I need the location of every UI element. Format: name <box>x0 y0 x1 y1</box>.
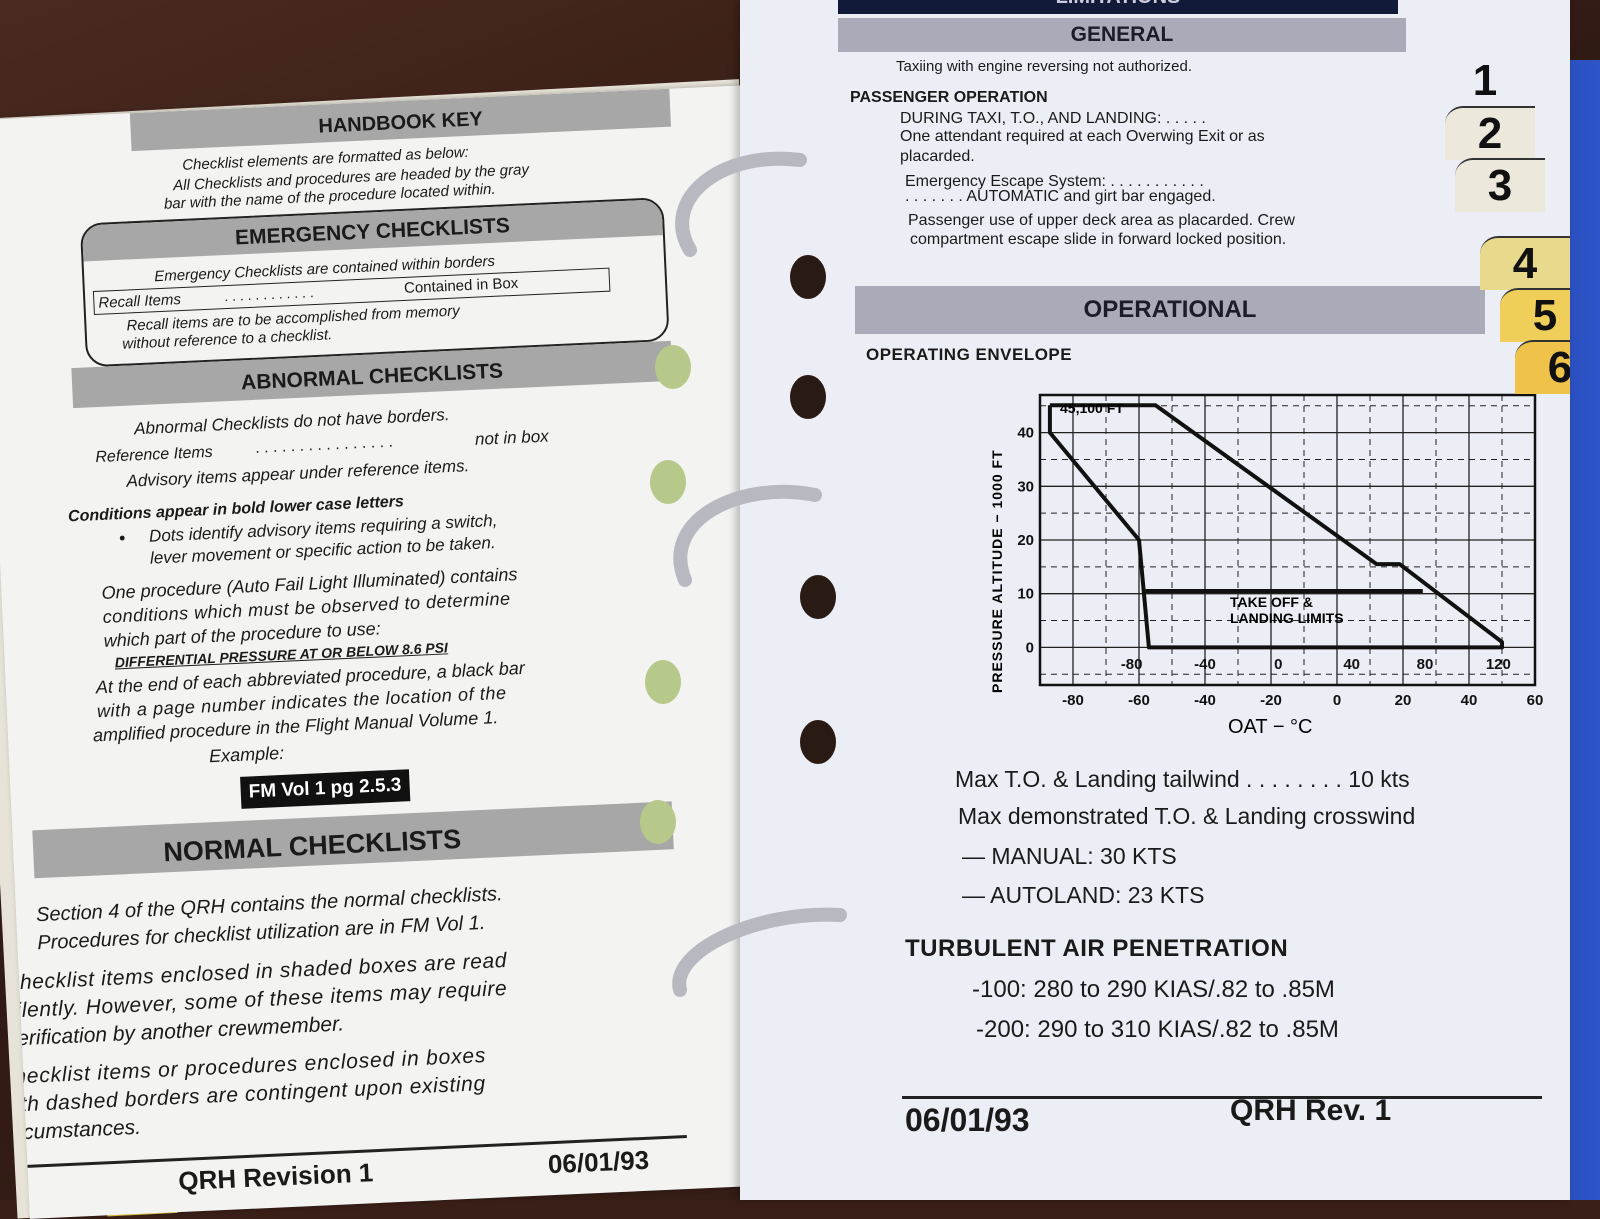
y-tick-label: 20 <box>1017 532 1034 549</box>
passenger-operation-heading: PASSENGER OPERATION <box>850 89 1048 106</box>
takeoff-landing-annotation: LANDING LIMITS <box>1230 610 1344 626</box>
crosswind-manual: — MANUAL: 30 KTS <box>962 843 1177 869</box>
x-tick-label-celsius: -40 <box>1194 692 1216 709</box>
crosswind-heading: Max demonstrated T.O. & Landing crosswin… <box>958 803 1416 829</box>
binder-ring <box>673 484 822 587</box>
x-tick-label-celsius: 20 <box>1395 692 1412 709</box>
footer-revision: QRH Rev. 1 <box>1230 1094 1392 1127</box>
y-tick-label: 40 <box>1017 425 1034 442</box>
passenger-line: Passenger use of upper deck area as plac… <box>908 212 1295 229</box>
section-tab-4[interactable]: 4 <box>1480 236 1570 290</box>
section-tab-2[interactable]: 2 <box>1445 106 1535 160</box>
y-tick-label: 0 <box>1026 639 1034 656</box>
crosswind-autoland: — AUTOLAND: 23 KTS <box>962 882 1205 908</box>
turbulence-speed-200: -200: 290 to 310 KIAS/.82 to .85M <box>976 1016 1339 1043</box>
y-axis-title: PRESSURE ALTITUDE − 1000 FT <box>989 449 1005 693</box>
plot-frame <box>1038 393 1537 687</box>
x-tick-label-celsius: 60 <box>1527 692 1544 709</box>
passenger-line: DURING TAXI, T.O., AND LANDING: . . . . … <box>900 110 1206 127</box>
punch-hole <box>645 660 681 704</box>
x-tick-label-celsius: -80 <box>1062 692 1084 709</box>
x-tick-label-fahrenheit: 120 <box>1486 656 1511 673</box>
taxi-note: Taxiing with engine reversing not author… <box>896 58 1193 75</box>
x-tick-label-fahrenheit: 80 <box>1417 656 1434 673</box>
turbulent-air-heading: TURBULENT AIR PENETRATION <box>905 935 1289 962</box>
operational-bar: OPERATIONAL <box>855 286 1485 334</box>
passenger-line: . . . . . . . AUTOMATIC and girt bar eng… <box>905 188 1216 205</box>
max-altitude-annotation: 45,100 FT <box>1060 400 1124 416</box>
x-tick-label-celsius: -60 <box>1128 692 1150 709</box>
passenger-line: Emergency Escape System: . . . . . . . .… <box>905 173 1204 190</box>
binder-ring <box>672 907 847 997</box>
punch-hole <box>800 720 836 764</box>
footer-date: 06/01/93 <box>905 1102 1030 1138</box>
operating-envelope-heading: OPERATING ENVELOPE <box>866 345 1073 364</box>
x-tick-label-celsius: 0 <box>1333 692 1341 709</box>
section-tab-5[interactable]: 5 <box>1500 288 1570 342</box>
punch-hole <box>650 460 686 504</box>
section-tab-6[interactable]: 6 <box>1515 340 1570 394</box>
x-tick-label-fahrenheit: 40 <box>1343 656 1360 673</box>
punch-hole <box>790 375 826 419</box>
punch-hole <box>655 345 691 389</box>
section-tab-3[interactable]: 3 <box>1455 158 1545 212</box>
y-tick-label: 30 <box>1017 478 1034 495</box>
x-tick-label-celsius: 40 <box>1461 692 1478 709</box>
passenger-line: placarded. <box>900 148 975 165</box>
punch-hole <box>800 575 836 619</box>
x-tick-label-fahrenheit: -40 <box>1194 656 1216 673</box>
envelope-boundary <box>1047 403 1504 650</box>
footer-rule <box>902 1096 1542 1099</box>
x-axis-title: OAT − °C <box>1228 716 1313 738</box>
tailwind-limit: Max T.O. & Landing tailwind . . . . . . … <box>955 766 1410 792</box>
takeoff-landing-annotation: TAKE OFF & <box>1230 594 1313 610</box>
passenger-line: One attendant required at each Overwing … <box>900 128 1265 145</box>
section-tab-1[interactable]: 1 <box>1472 56 1498 105</box>
turbulence-speed-100: -100: 280 to 290 KIAS/.82 to .85M <box>972 976 1335 1003</box>
passenger-line: compartment escape slide in forward lock… <box>910 231 1287 248</box>
x-tick-label-fahrenheit: 0 <box>1274 656 1282 673</box>
x-tick-label-fahrenheit: -80 <box>1121 656 1143 673</box>
general-bar: GENERAL <box>838 18 1406 52</box>
punch-hole <box>640 800 676 844</box>
y-tick-label: 10 <box>1017 586 1034 603</box>
x-tick-label-celsius: -20 <box>1260 692 1282 709</box>
binder-ring <box>675 151 807 257</box>
limitations-section-bar: LIMITATIONS <box>838 0 1398 14</box>
punch-hole <box>790 255 826 299</box>
operating-envelope-chart: -80 -60 -40 -20 0 20 40 60 -80 -40 0 40 80 120 0 10 20 30… <box>989 393 1544 738</box>
right-page-limitations: LIMITATIONS GENERAL Taxiing with engine … <box>740 0 1570 1200</box>
